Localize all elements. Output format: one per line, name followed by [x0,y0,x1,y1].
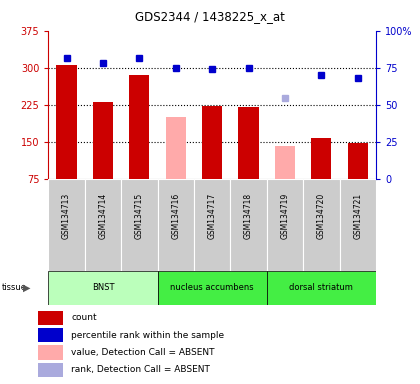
Text: rank, Detection Call = ABSENT: rank, Detection Call = ABSENT [71,365,210,374]
Text: GSM134714: GSM134714 [98,192,108,238]
Bar [48,179,85,271]
Bar [158,179,194,271]
Text: tissue: tissue [2,283,27,293]
Text: nucleus accumbens: nucleus accumbens [170,283,254,293]
Bar [267,179,303,271]
Bar [121,179,158,271]
Bar [194,179,230,271]
Bar [38,311,63,325]
Bar [202,106,222,179]
Bar [267,271,376,305]
Bar [311,137,331,179]
Bar [48,271,158,305]
Text: GDS2344 / 1438225_x_at: GDS2344 / 1438225_x_at [135,10,285,23]
Bar [348,143,368,179]
Bar [38,346,63,359]
Bar [275,146,295,179]
Bar [38,363,63,377]
Text: GSM134716: GSM134716 [171,192,180,238]
Text: count: count [71,313,97,323]
Bar [129,75,150,179]
Bar [165,117,186,179]
Bar [339,179,376,271]
Bar [93,102,113,179]
Text: dorsal striatum: dorsal striatum [289,283,353,293]
Text: GSM134717: GSM134717 [207,192,217,238]
Bar [303,179,339,271]
Text: GSM134721: GSM134721 [353,192,362,238]
Text: value, Detection Call = ABSENT: value, Detection Call = ABSENT [71,348,215,357]
Bar [85,179,121,271]
Text: percentile rank within the sample: percentile rank within the sample [71,331,225,340]
Bar [230,179,267,271]
Bar [38,328,63,342]
Text: GSM134719: GSM134719 [281,192,289,238]
Text: ▶: ▶ [23,283,31,293]
Text: GSM134713: GSM134713 [62,192,71,238]
Text: GSM134718: GSM134718 [244,192,253,238]
Bar [239,107,259,179]
Text: GSM134715: GSM134715 [135,192,144,238]
Text: BNST: BNST [92,283,114,293]
Bar [57,65,76,179]
Bar [158,271,267,305]
Text: GSM134720: GSM134720 [317,192,326,238]
